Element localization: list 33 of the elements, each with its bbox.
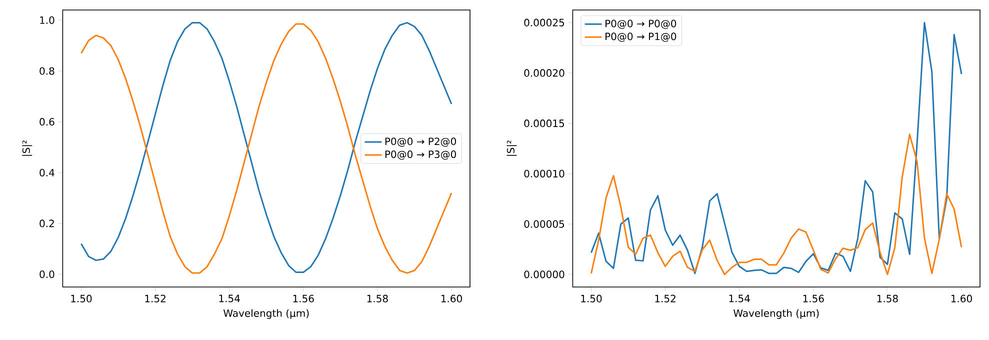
y-axis-title: |S|²	[506, 140, 517, 156]
x-tick-label: 1.54	[729, 294, 750, 302]
y-tick-label: 0.6	[40, 118, 54, 126]
y-tick-label: 0.0	[40, 270, 54, 278]
x-tick-label: 1.52	[655, 294, 676, 302]
y-tick-label: 1.0	[40, 16, 54, 24]
x-tick-label: 1.52	[145, 294, 166, 302]
legend-label: P0@0 → P1@0	[606, 32, 676, 42]
x-tick-label: 1.50	[581, 294, 602, 302]
x-axis-title: Wavelength (μm)	[223, 309, 309, 319]
x-tick-label: 1.56	[803, 294, 824, 302]
y-tick-label: 0.00015	[524, 120, 564, 128]
x-tick-label: 1.60	[441, 294, 462, 302]
y-tick-label: 0.00010	[524, 170, 564, 178]
legend-label: P0@0 → P3@0	[385, 150, 456, 160]
x-tick-label: 1.58	[367, 294, 388, 302]
y-tick-label: 0.4	[40, 168, 54, 176]
y-tick-label: 0.00020	[524, 69, 564, 77]
y-tick-label: 0.00005	[524, 220, 564, 228]
x-tick-label: 1.58	[877, 294, 898, 302]
legend-label: P0@0 → P2@0	[385, 138, 456, 147]
y-tick-label: 0.8	[40, 67, 54, 75]
y-axis-title: |S|²	[22, 140, 32, 156]
x-tick-label: 1.56	[293, 294, 314, 302]
x-tick-label: 1.54	[219, 294, 240, 302]
x-tick-label: 1.50	[71, 294, 92, 302]
x-axis-title: Wavelength (μm)	[733, 309, 819, 319]
y-tick-label: 0.00025	[524, 18, 564, 26]
legend-label: P0@0 → P0@0	[606, 20, 676, 29]
x-tick-label: 1.60	[951, 294, 972, 302]
y-tick-label: 0.2	[40, 220, 54, 228]
y-tick-label: 0.00000	[524, 270, 564, 278]
line-series	[590, 134, 962, 276]
